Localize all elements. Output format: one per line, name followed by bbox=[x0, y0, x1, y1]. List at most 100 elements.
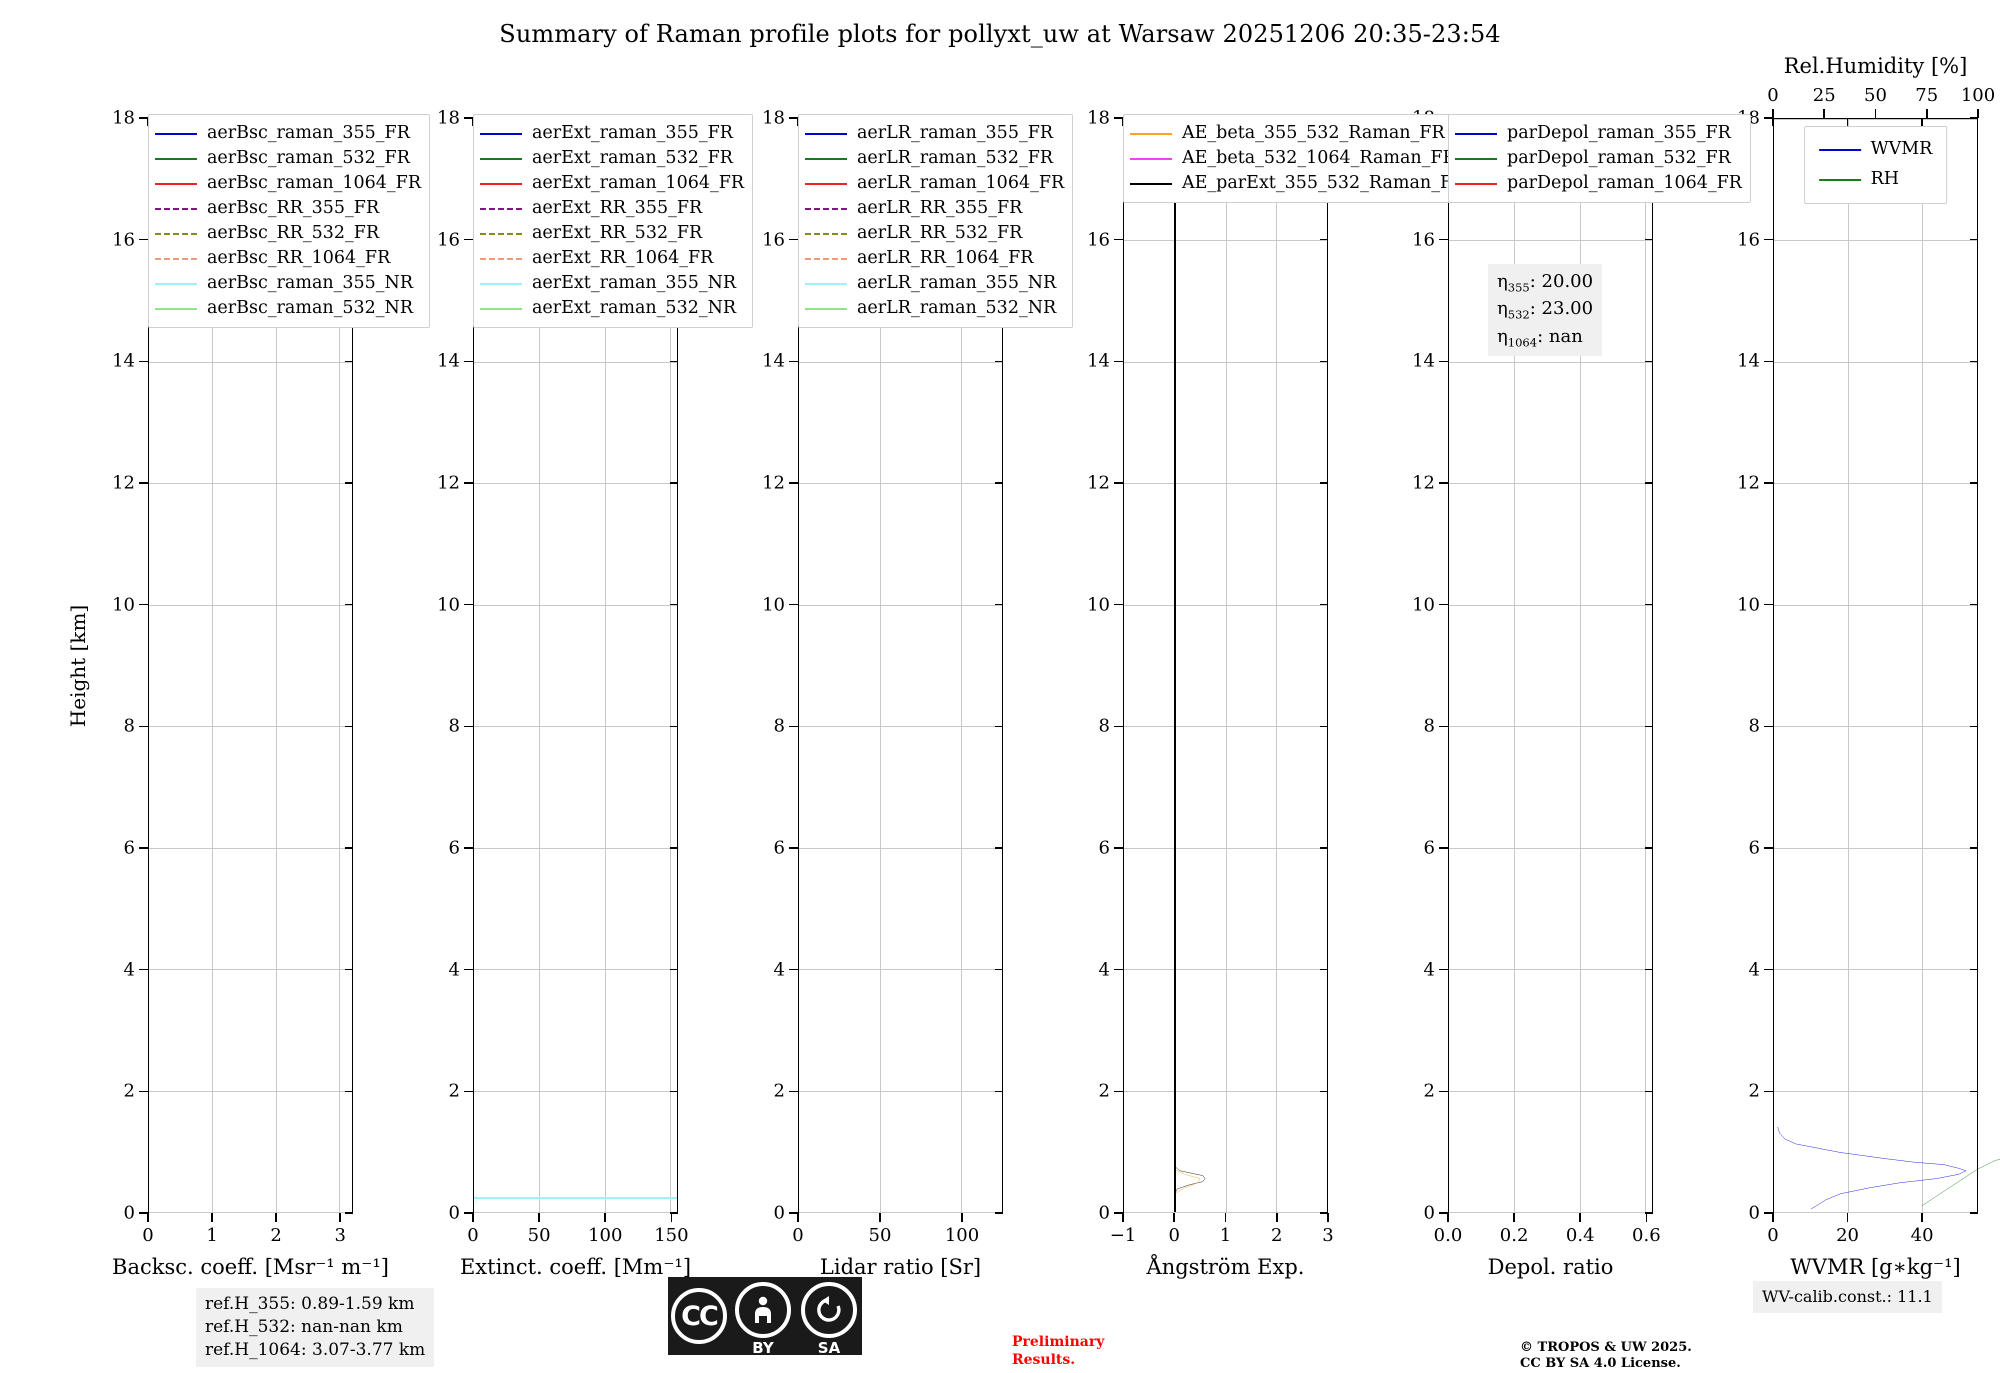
legend-item[interactable]: AE_parExt_355_532_Raman_FR bbox=[1130, 171, 1465, 196]
data-curves-angstrom bbox=[1124, 119, 1327, 1212]
legend-label: parDepol_raman_532_FR bbox=[1507, 147, 1731, 168]
legend-label: AE_beta_532_1064_Raman_FR bbox=[1182, 147, 1456, 168]
gridline-h bbox=[1774, 1090, 1977, 1092]
gridline-h bbox=[1774, 847, 1977, 849]
legend-item[interactable]: aerExt_RR_355_FR bbox=[480, 196, 744, 221]
y-tick-right bbox=[1645, 238, 1653, 241]
top-x-tick bbox=[1823, 109, 1826, 118]
legend-item[interactable]: aerExt_raman_355_NR bbox=[480, 271, 744, 296]
y-tick-right bbox=[670, 847, 678, 849]
y-tick-label: 2 bbox=[1098, 1080, 1110, 1102]
legend-item[interactable]: aerExt_raman_1064_FR bbox=[480, 171, 744, 196]
panel-lidar-ratio: 0 2 4 6 8 10 12 14 16 18 0 50 100 Lidar ratio [Sr] aer… bbox=[762, 108, 1074, 1279]
legend-item[interactable]: aerExt_RR_1064_FR bbox=[480, 246, 744, 271]
legend-item[interactable]: WVMR bbox=[1818, 135, 1932, 165]
y-tick-right bbox=[345, 847, 353, 849]
y-tick bbox=[139, 968, 148, 971]
y-tick-right bbox=[1320, 968, 1328, 971]
y-tick-label: 18 bbox=[1087, 107, 1110, 129]
x-tick-label: 40 bbox=[1910, 1225, 1934, 1246]
legend-color-swatch bbox=[480, 132, 522, 135]
wv-calib-annotation: WV-calib.const.: 11.1 bbox=[1753, 1281, 1942, 1313]
x-axis-title-angstrom: Ångström Exp. bbox=[1146, 1255, 1305, 1279]
y-tick-label: 16 bbox=[1737, 229, 1760, 251]
y-tick-right bbox=[670, 1090, 678, 1093]
gridline-h bbox=[799, 1212, 1002, 1213]
legend-item[interactable]: aerBsc_raman_355_NR bbox=[155, 271, 421, 296]
gridline-h bbox=[1449, 1090, 1652, 1092]
legend-label: aerExt_RR_1064_FR bbox=[532, 247, 714, 268]
y-tick-label: 14 bbox=[1737, 350, 1760, 372]
legend-item[interactable]: RH bbox=[1818, 165, 1933, 195]
y-tick bbox=[1439, 847, 1448, 849]
legend-item[interactable]: aerExt_raman_532_NR bbox=[480, 296, 744, 321]
gridline-h bbox=[1774, 604, 1977, 606]
legend-item[interactable]: aerBsc_RR_355_FR bbox=[155, 196, 421, 221]
legend-item[interactable]: aerExt_raman_355_FR bbox=[480, 121, 744, 146]
y-tick-right bbox=[1320, 847, 1328, 849]
legend-item[interactable]: aerBsc_raman_1064_FR bbox=[155, 171, 421, 196]
legend-depol-ratio[interactable]: parDepol_raman_355_FR parDepol_raman_532_… bbox=[1448, 114, 1751, 203]
legend-item[interactable]: aerLR_raman_355_NR bbox=[805, 271, 1064, 296]
legend-item[interactable]: aerLR_raman_355_FR bbox=[805, 121, 1064, 146]
legend-item[interactable]: aerBsc_raman_532_NR bbox=[155, 296, 421, 321]
y-tick-right bbox=[670, 725, 678, 728]
y-tick-right bbox=[995, 968, 1003, 971]
legend-item[interactable]: aerBsc_raman_532_FR bbox=[155, 146, 421, 171]
y-tick-right bbox=[345, 482, 353, 484]
y-tick-label: 8 bbox=[448, 715, 460, 737]
legend-item[interactable]: aerLR_RR_355_FR bbox=[805, 196, 1064, 221]
y-tick-right bbox=[1645, 968, 1653, 971]
y-tick bbox=[1114, 238, 1123, 241]
legend-item[interactable]: parDepol_raman_532_FR bbox=[1455, 146, 1742, 171]
gridline-h bbox=[474, 604, 677, 606]
legend-item[interactable]: aerBsc_raman_355_FR bbox=[155, 121, 421, 146]
top-x-tick-label: 75 bbox=[1915, 85, 1939, 106]
x-axis-title-wvmr-rh: WVMR [g∗kg⁻¹] bbox=[1790, 1255, 1961, 1279]
legend-item[interactable]: parDepol_raman_355_FR bbox=[1455, 121, 1742, 146]
gridline-h bbox=[149, 604, 352, 606]
y-tick-right bbox=[1970, 1090, 1978, 1093]
x-axis-title-backscatter: Backsc. coeff. [Msr⁻¹ m⁻¹] bbox=[112, 1255, 389, 1279]
y-tick-right bbox=[1645, 360, 1653, 363]
y-tick-right bbox=[1970, 603, 1978, 606]
legend-item[interactable]: aerLR_RR_1064_FR bbox=[805, 246, 1064, 271]
legend-item[interactable]: aerLR_raman_532_NR bbox=[805, 296, 1064, 321]
person-icon bbox=[735, 1282, 791, 1338]
y-tick-label: 14 bbox=[1412, 350, 1435, 372]
y-tick bbox=[789, 847, 798, 849]
gridline-h bbox=[1774, 1212, 1977, 1213]
gridline-h bbox=[474, 1090, 677, 1092]
legend-item[interactable]: aerBsc_RR_1064_FR bbox=[155, 246, 421, 271]
legend-wvmr-rh[interactable]: WVMR RH bbox=[1803, 126, 1948, 204]
legend-item[interactable]: aerLR_raman_532_FR bbox=[805, 146, 1064, 171]
x-axis-title-depol-ratio: Depol. ratio bbox=[1487, 1255, 1614, 1279]
legend-label: aerBsc_raman_532_FR bbox=[207, 147, 410, 168]
legend-label: aerExt_RR_532_FR bbox=[532, 222, 703, 243]
legend-label: aerLR_RR_1064_FR bbox=[857, 247, 1034, 268]
gridline-h bbox=[149, 483, 352, 485]
y-tick bbox=[464, 238, 473, 241]
legend-color-swatch bbox=[805, 182, 847, 185]
y-tick-right bbox=[345, 725, 353, 728]
legend-extinction[interactable]: aerExt_raman_355_FR aerExt_raman_532_FR ae… bbox=[473, 114, 754, 328]
legend-color-swatch bbox=[805, 257, 847, 260]
legend-item[interactable]: aerExt_RR_532_FR bbox=[480, 221, 744, 246]
legend-item[interactable]: aerLR_RR_532_FR bbox=[805, 221, 1064, 246]
gridline-v bbox=[1579, 119, 1581, 1212]
legend-color-swatch bbox=[1455, 157, 1497, 160]
legend-color-swatch bbox=[480, 182, 522, 185]
gridline-h bbox=[149, 847, 352, 849]
legend-label: AE_beta_355_532_Raman_FR bbox=[1182, 122, 1445, 143]
legend-item[interactable]: parDepol_raman_1064_FR bbox=[1455, 171, 1742, 196]
legend-item[interactable]: aerBsc_RR_532_FR bbox=[155, 221, 421, 246]
legend-lidar-ratio[interactable]: aerLR_raman_355_FR aerLR_raman_532_FR aerL… bbox=[798, 114, 1074, 328]
legend-item[interactable]: AE_beta_355_532_Raman_FR bbox=[1130, 121, 1465, 146]
legend-item[interactable]: AE_beta_532_1064_Raman_FR bbox=[1130, 146, 1465, 171]
legend-item[interactable]: aerExt_raman_532_FR bbox=[480, 146, 744, 171]
legend-angstrom[interactable]: AE_beta_355_532_Raman_FR AE_beta_532_1064… bbox=[1123, 114, 1475, 203]
y-tick-right bbox=[345, 1212, 353, 1214]
legend-item[interactable]: aerLR_raman_1064_FR bbox=[805, 171, 1064, 196]
legend-color-swatch bbox=[480, 232, 522, 235]
